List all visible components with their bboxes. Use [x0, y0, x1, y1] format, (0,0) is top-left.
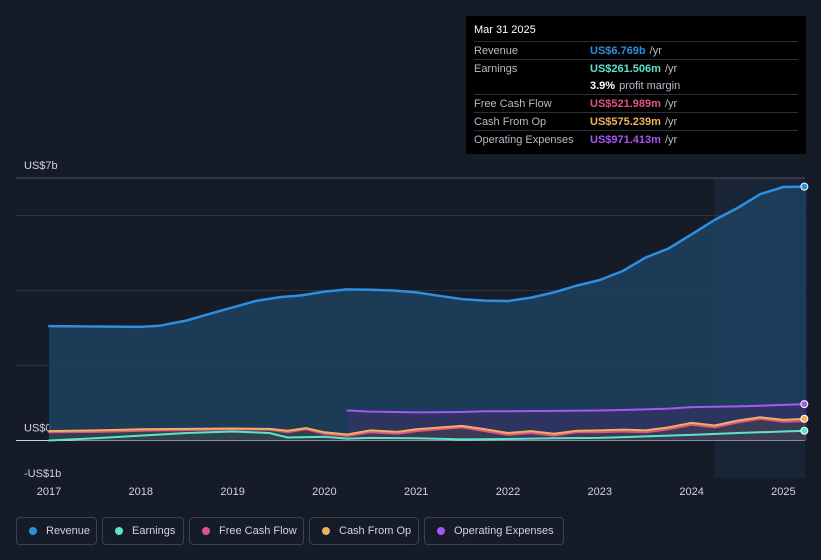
- tooltip-row-fcf: Free Cash Flow US$521.989m /yr: [474, 94, 798, 112]
- tooltip-unit: /yr: [664, 115, 678, 128]
- legend-free-cash-flow[interactable]: Free Cash Flow: [189, 517, 304, 545]
- x-axis-label: 2018: [129, 486, 153, 498]
- tooltip-row-margin: 3.9% profit margin: [474, 77, 798, 94]
- y-axis-label: -US$1b: [24, 468, 61, 480]
- legend-operating-expenses[interactable]: Operating Expenses: [424, 517, 564, 545]
- tooltip-value: US$261.506m: [590, 62, 661, 75]
- x-axis-label: 2020: [312, 486, 336, 498]
- x-axis-label: 2019: [220, 486, 244, 498]
- earnings-line: [48, 429, 808, 442]
- tooltip-row-earnings: Earnings US$261.506m /yr: [474, 59, 798, 77]
- legend-label: Cash From Op: [339, 525, 412, 537]
- tooltip-unit: /yr: [664, 133, 678, 146]
- cash-from-op-end-point: [800, 414, 809, 423]
- tooltip-value: US$521.989m: [590, 97, 661, 110]
- tooltip-row-cfo: Cash From Op US$575.239m /yr: [474, 112, 798, 130]
- cash-from-op-line: [48, 416, 808, 436]
- tooltip-label: Earnings: [474, 62, 518, 75]
- x-axis-label: 2017: [37, 486, 61, 498]
- legend-revenue[interactable]: Revenue: [16, 517, 97, 545]
- tooltip-unit: /yr: [664, 97, 678, 110]
- revenue-area: [49, 186, 807, 441]
- tooltip-unit: /yr: [664, 62, 678, 75]
- x-axis-label: 2023: [588, 486, 612, 498]
- y-axis-label: US$7b: [24, 160, 58, 172]
- tooltip-value: 3.9%: [590, 79, 616, 92]
- tooltip-unit: /yr: [649, 44, 662, 57]
- legend-label: Operating Expenses: [454, 525, 554, 537]
- earnings-end-point: [800, 426, 809, 435]
- legend-dot-icon: [29, 527, 37, 535]
- tooltip-row-revenue: Revenue US$6.769b /yr: [474, 41, 798, 59]
- operating-expenses-area: [347, 404, 807, 441]
- revenue-end-point: [800, 182, 809, 191]
- legend-cash-from-op[interactable]: Cash From Op: [309, 517, 419, 545]
- tooltip-label: Revenue: [474, 44, 519, 57]
- tooltip-label: Cash From Op: [474, 115, 547, 128]
- legend-label: Free Cash Flow: [219, 525, 297, 537]
- tooltip-unit: profit margin: [619, 79, 681, 92]
- operating-expenses-end-point: [800, 400, 809, 409]
- tooltip-label: Operating Expenses: [474, 133, 574, 146]
- tooltip-value: US$6.769b: [590, 44, 646, 57]
- x-axis-label: 2022: [496, 486, 520, 498]
- legend-dot-icon: [322, 527, 330, 535]
- tooltip-value: US$575.239m: [590, 115, 661, 128]
- tooltip: Mar 31 2025 Revenue US$6.769b /yr Earnin…: [466, 16, 806, 154]
- tooltip-date: Mar 31 2025: [474, 24, 536, 36]
- x-axis-label: 2021: [404, 486, 428, 498]
- x-axis-label: 2024: [679, 486, 703, 498]
- tooltip-label: Free Cash Flow: [474, 97, 552, 110]
- legend-dot-icon: [437, 527, 445, 535]
- operating-expenses-line: [346, 403, 808, 414]
- tooltip-row-opex: Operating Expenses US$971.413m /yr: [474, 130, 798, 148]
- y-axis-label: US$0: [24, 423, 52, 435]
- revenue-line: [47, 185, 808, 329]
- legend-dot-icon: [115, 527, 123, 535]
- legend-dot-icon: [202, 527, 210, 535]
- legend-label: Revenue: [46, 525, 91, 537]
- tooltip-value: US$971.413m: [590, 133, 661, 146]
- legend-label: Earnings: [132, 525, 176, 537]
- legend-earnings[interactable]: Earnings: [102, 517, 184, 545]
- x-axis-label: 2025: [771, 486, 795, 498]
